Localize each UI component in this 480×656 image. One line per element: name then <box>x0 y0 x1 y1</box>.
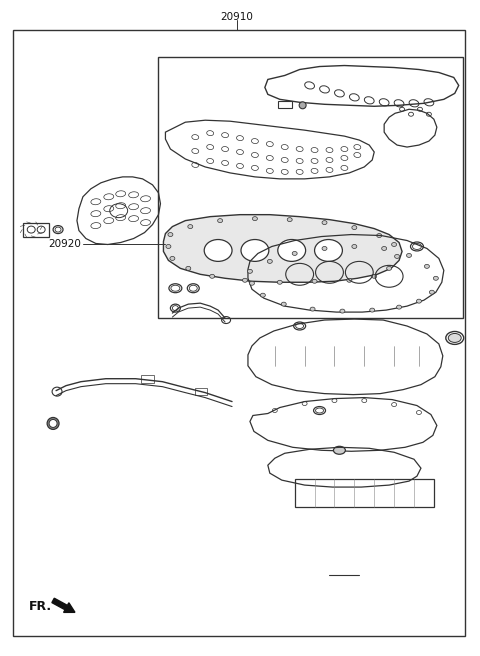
Ellipse shape <box>347 278 352 282</box>
Ellipse shape <box>186 266 191 270</box>
Ellipse shape <box>370 308 375 312</box>
Ellipse shape <box>299 102 306 109</box>
Ellipse shape <box>395 255 399 258</box>
Ellipse shape <box>248 270 252 274</box>
Ellipse shape <box>433 276 438 280</box>
Ellipse shape <box>334 446 346 454</box>
Ellipse shape <box>322 220 327 224</box>
Text: 20910: 20910 <box>221 12 253 22</box>
Polygon shape <box>164 215 402 282</box>
FancyArrow shape <box>52 598 75 613</box>
Ellipse shape <box>47 417 59 430</box>
Ellipse shape <box>372 274 377 278</box>
Ellipse shape <box>292 251 297 255</box>
Ellipse shape <box>217 218 223 222</box>
Ellipse shape <box>210 274 215 278</box>
Ellipse shape <box>170 256 175 260</box>
Ellipse shape <box>250 281 254 285</box>
Ellipse shape <box>241 239 269 261</box>
Bar <box>195 388 207 395</box>
Ellipse shape <box>377 234 382 237</box>
Ellipse shape <box>188 224 193 228</box>
Ellipse shape <box>277 280 282 284</box>
Ellipse shape <box>322 247 327 251</box>
Ellipse shape <box>260 293 265 297</box>
Ellipse shape <box>392 243 396 247</box>
Bar <box>158 56 463 318</box>
Ellipse shape <box>166 245 171 249</box>
Ellipse shape <box>310 307 315 311</box>
Bar <box>141 375 155 382</box>
Ellipse shape <box>448 333 461 342</box>
Text: FR.: FR. <box>29 600 52 613</box>
Ellipse shape <box>352 226 357 230</box>
Text: 20920: 20920 <box>48 239 81 249</box>
Ellipse shape <box>352 245 357 249</box>
Ellipse shape <box>168 233 173 237</box>
Ellipse shape <box>242 278 248 282</box>
Ellipse shape <box>387 266 392 270</box>
Ellipse shape <box>281 302 286 306</box>
Ellipse shape <box>430 290 434 294</box>
Bar <box>295 479 434 507</box>
Ellipse shape <box>314 239 342 261</box>
Ellipse shape <box>278 239 306 261</box>
Ellipse shape <box>417 299 421 303</box>
Ellipse shape <box>382 247 387 251</box>
Ellipse shape <box>267 259 272 263</box>
Ellipse shape <box>252 216 257 220</box>
Ellipse shape <box>407 253 411 257</box>
Ellipse shape <box>312 279 317 283</box>
Ellipse shape <box>287 218 292 222</box>
Ellipse shape <box>396 305 402 309</box>
Ellipse shape <box>424 264 430 268</box>
Ellipse shape <box>340 309 345 313</box>
Ellipse shape <box>204 239 232 261</box>
Ellipse shape <box>49 419 57 428</box>
